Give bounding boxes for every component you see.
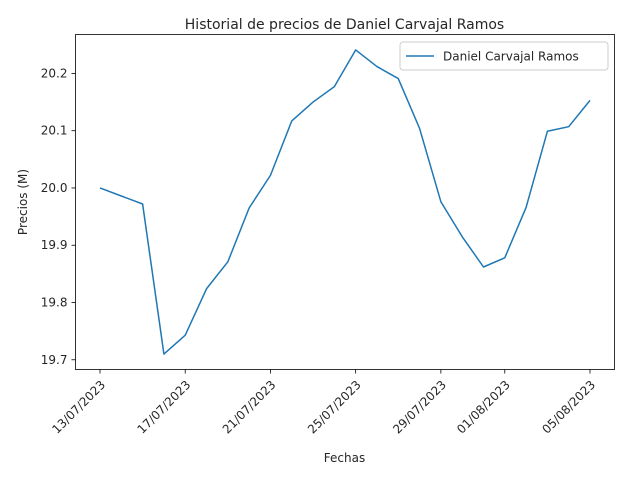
data-point <box>247 206 251 210</box>
data-point <box>162 352 166 356</box>
data-point <box>183 333 187 337</box>
chart-title: Historial de precios de Daniel Carvajal … <box>185 17 504 33</box>
data-point <box>588 98 592 102</box>
series-layer <box>98 48 592 356</box>
data-point <box>545 129 549 133</box>
y-tick-label: 20.2 <box>41 66 68 80</box>
data-point <box>439 200 443 204</box>
data-point <box>481 265 485 269</box>
data-point <box>524 205 528 209</box>
y-tick-label: 20.0 <box>41 181 68 195</box>
data-point <box>396 77 400 81</box>
y-tick-label: 19.8 <box>41 296 68 310</box>
data-point <box>503 256 507 260</box>
data-point <box>205 287 209 291</box>
data-point <box>141 202 145 206</box>
axes-frame <box>75 34 615 370</box>
data-point <box>98 186 102 190</box>
data-point <box>119 194 123 198</box>
data-point <box>311 100 315 104</box>
y-tick-label: 19.7 <box>41 353 68 367</box>
series-line-daniel-carvajal-ramos <box>99 49 591 355</box>
data-point <box>332 85 336 89</box>
y-tick-label: 19.9 <box>41 238 68 252</box>
data-point <box>375 65 379 69</box>
data-point <box>567 125 571 129</box>
data-point <box>290 119 294 123</box>
data-point <box>268 173 272 177</box>
legend: Daniel Carvajal Ramos <box>399 41 609 71</box>
legend-box <box>399 41 609 71</box>
legend-label-daniel-carvajal-ramos: Daniel Carvajal Ramos <box>443 50 579 64</box>
data-point <box>418 126 422 130</box>
y-tick-label: 20.1 <box>41 124 68 138</box>
y-axis-label: Precios (M) <box>16 169 30 235</box>
x-axis-label: Fechas <box>324 451 365 465</box>
data-point <box>354 48 358 52</box>
data-point <box>460 235 464 239</box>
y-axis-ticks: 19.7 19.8 19.9 20.0 20.1 20.2 <box>41 66 76 367</box>
data-point <box>226 260 230 264</box>
plot-area <box>75 34 615 370</box>
